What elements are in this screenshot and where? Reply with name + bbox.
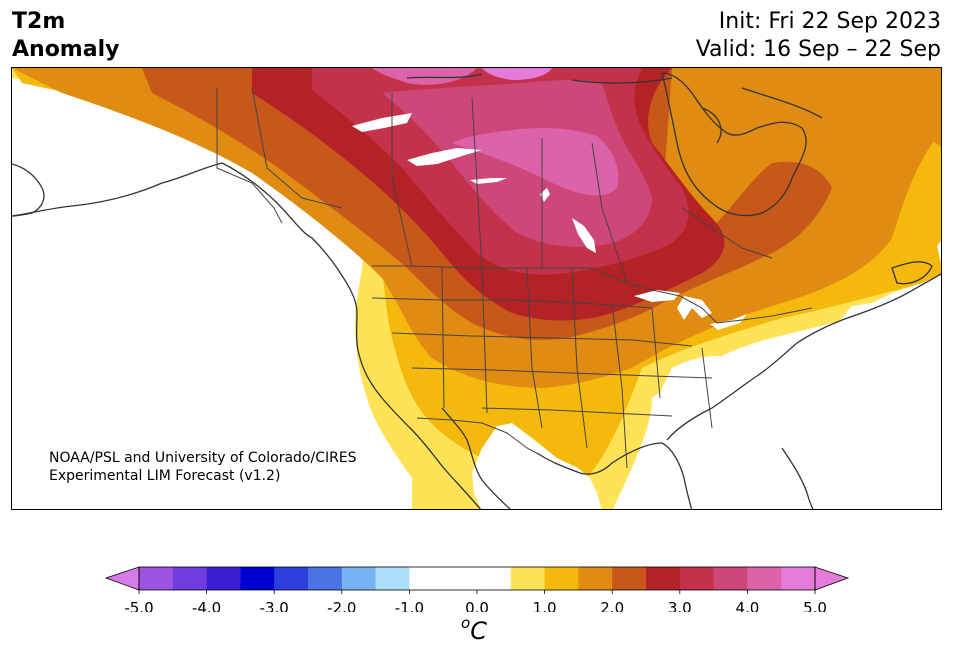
map-canvas — [12, 68, 941, 509]
colorbar-tick-label-5: 0.0 — [465, 599, 489, 612]
valid-range: Valid: 16 Sep – 22 Sep — [695, 37, 941, 62]
florida — [781, 447, 814, 509]
gulf-coast — [536, 442, 693, 509]
credit-line-1: NOAA/PSL and University of Colorado/CIRE… — [49, 450, 357, 466]
colorbar-tick-label-8: 3.0 — [668, 599, 692, 612]
colorbar: -5.0 -4.0 -3.0 -2.0 -1.0 0.0 1.0 2.0 3.0 4.0 5.0 — [104, 566, 850, 612]
colorbar-bin-9 — [510, 567, 546, 590]
colorbar-bin-17 — [781, 567, 816, 590]
atlantic-coast — [666, 273, 941, 441]
political-borders — [216, 87, 813, 469]
colorbar-bin-5 — [308, 567, 343, 590]
anomaly-map — [11, 67, 942, 510]
colorbar-bin-10 — [544, 567, 579, 590]
newfoundland — [891, 261, 933, 285]
colorbar-tick-label-10: 5.0 — [803, 599, 827, 612]
unit-symbol: C — [470, 617, 487, 645]
arctic-islands — [406, 73, 823, 144]
colorbar-bin-3 — [240, 567, 275, 590]
alaska-coast — [12, 163, 45, 217]
arctic-bands — [372, 68, 477, 85]
colorbar-bin-13 — [646, 567, 681, 590]
colorbar-tick-label-9: 4.0 — [735, 599, 759, 612]
colorbar-bin-7 — [375, 567, 410, 590]
colorbar-tick-label-1: -4.0 — [192, 599, 221, 612]
hudson-bay — [661, 72, 807, 217]
us-states — [371, 267, 713, 469]
colorbar-ticks: -5.0 -4.0 -3.0 -2.0 -1.0 0.0 1.0 2.0 3.0 4.0 5.0 — [124, 590, 827, 612]
colorbar-tick-label-6: 1.0 — [533, 599, 557, 612]
colorbar-bins — [139, 567, 816, 590]
anomaly-shading — [12, 68, 941, 509]
colorbar-tick-label-4: -1.0 — [395, 599, 424, 612]
us-canada-border — [372, 265, 813, 324]
lake-winnipeg — [572, 218, 596, 253]
credit-line-2: Experimental LIM Forecast (v1.2) — [49, 468, 281, 484]
east-us-neutral — [660, 356, 772, 468]
init-date: Init: Fri 22 Sep 2023 — [718, 9, 941, 34]
title-line-2: Anomaly — [12, 37, 120, 62]
title-line-1: T2m — [12, 9, 66, 34]
credit-text: NOAA/PSL and University of Colorado/CIRE… — [49, 449, 357, 485]
colorbar-bin-0 — [139, 567, 174, 590]
colorbar-bin-6 — [341, 567, 377, 590]
pacific-coast — [12, 162, 482, 509]
baja-coast — [441, 407, 511, 509]
band-5-0 — [482, 68, 552, 80]
colorbar-tick-label-3: -2.0 — [327, 599, 356, 612]
colorbar-bin-11 — [578, 567, 613, 590]
colorbar-tick-label-2: -3.0 — [260, 599, 289, 612]
colorbar-bin-12 — [612, 567, 647, 590]
colorbar-bin-16 — [747, 567, 782, 590]
canada-provinces — [251, 87, 773, 284]
coastlines — [12, 72, 941, 509]
alaska-canada-border — [216, 88, 283, 224]
eastcanada-bands — [782, 68, 941, 148]
great-bear-lake — [352, 113, 412, 132]
colorbar-bin-14 — [679, 567, 715, 590]
map-title: T2m Anomaly — [12, 8, 119, 64]
forecast-dates: Init: Fri 22 Sep 2023 Valid: 16 Sep – 22… — [696, 8, 941, 64]
lake-athabasca — [470, 178, 507, 184]
colorbar-bin-8 — [409, 567, 512, 590]
colorbar-bin-4 — [274, 567, 309, 590]
colorbar-bin-1 — [172, 567, 208, 590]
colorbar-extend-max — [814, 566, 850, 591]
colorbar-bin-15 — [713, 567, 748, 590]
colorbar-bin-2 — [206, 567, 241, 590]
colorbar-tick-label-7: 2.0 — [600, 599, 624, 612]
lake-michigan-huron — [677, 296, 712, 320]
band-4-5 — [452, 128, 619, 196]
lake-superior — [634, 290, 680, 302]
great-slave-lake — [407, 148, 482, 166]
colorbar-extend-min — [104, 566, 140, 591]
colorbar-unit: oC — [461, 614, 487, 645]
colorbar-tick-label-0: -5.0 — [124, 599, 153, 612]
unit-degree: o — [461, 614, 471, 632]
us-mexico-border — [416, 417, 543, 457]
